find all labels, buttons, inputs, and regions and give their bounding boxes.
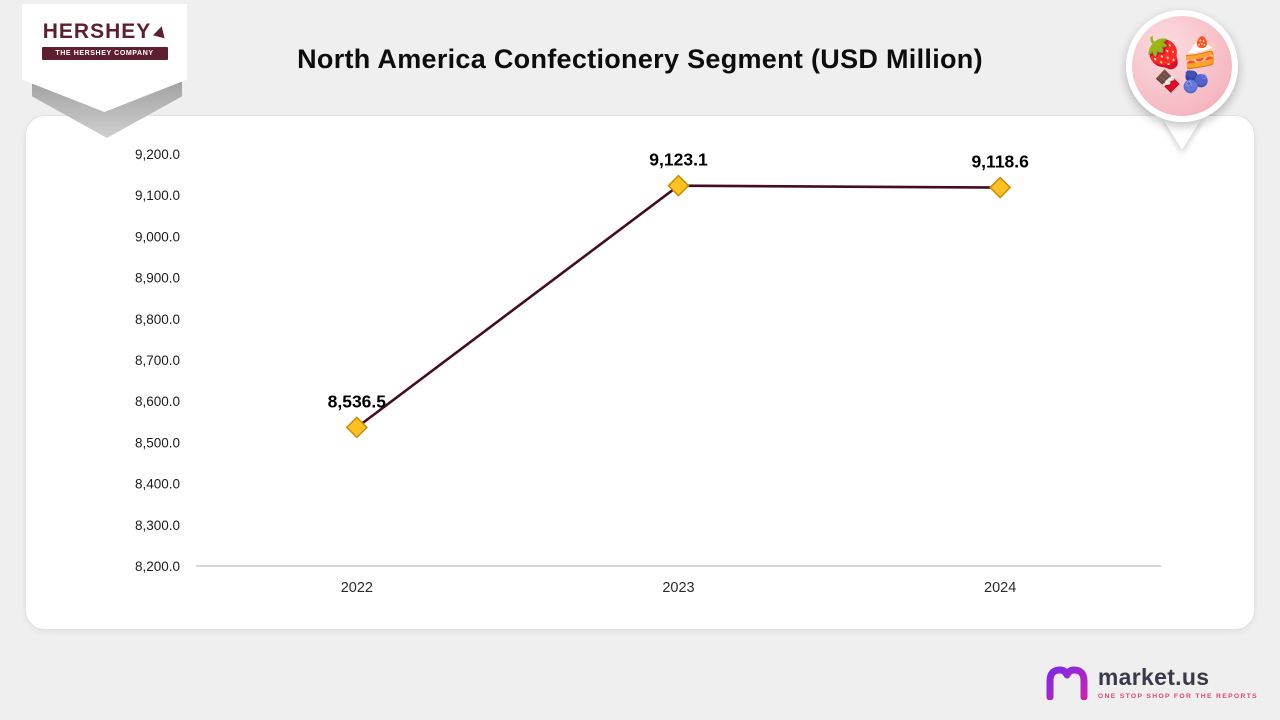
- svg-text:8,700.0: 8,700.0: [135, 353, 180, 368]
- svg-text:2022: 2022: [341, 580, 373, 596]
- svg-text:9,118.6: 9,118.6: [971, 152, 1029, 172]
- svg-text:8,600.0: 8,600.0: [135, 394, 180, 409]
- m-logo-icon: [1046, 666, 1088, 700]
- marketus-wordmark: market.us ONE STOP SHOP FOR THE REPORTS: [1098, 664, 1258, 700]
- hershey-logo-text: HERSHEY: [43, 20, 167, 44]
- svg-text:8,400.0: 8,400.0: [135, 477, 180, 492]
- marketus-logo: market.us ONE STOP SHOP FOR THE REPORTS: [1044, 664, 1258, 700]
- marketus-tagline: ONE STOP SHOP FOR THE REPORTS: [1097, 693, 1258, 700]
- svg-text:9,100.0: 9,100.0: [135, 188, 180, 203]
- svg-text:8,300.0: 8,300.0: [135, 518, 180, 533]
- svg-text:8,800.0: 8,800.0: [135, 312, 180, 327]
- svg-text:9,123.1: 9,123.1: [649, 150, 708, 170]
- svg-text:2023: 2023: [662, 580, 694, 596]
- dessert-emoji-row: 🍓🍰: [1144, 37, 1220, 70]
- svg-text:9,000.0: 9,000.0: [135, 229, 180, 244]
- page-title: North America Confectionery Segment (USD…: [297, 44, 983, 74]
- dessert-pin-icon: 🍓🍰 🍫🫐: [1126, 10, 1238, 122]
- line-chart: 8,200.0 8,300.0 8,400.0 8,500.0 8,600.0 8,700…: [135, 147, 1161, 596]
- svg-text:8,200.0: 8,200.0: [135, 559, 180, 574]
- chart-card: 8,200.0 8,300.0 8,400.0 8,500.0 8,600.0 8,700…: [25, 115, 1255, 630]
- svg-text:2024: 2024: [984, 580, 1016, 596]
- marketus-brand-text: market.us: [1097, 664, 1210, 690]
- pin-point: [1162, 118, 1202, 150]
- svg-text:8,500.0: 8,500.0: [135, 435, 180, 450]
- hershey-logo-subtitle: THE HERSHEY COMPANY: [41, 47, 168, 60]
- svg-text:9,200.0: 9,200.0: [135, 147, 180, 162]
- hershey-logo-badge: HERSHEY THE HERSHEY COMPANY: [22, 0, 192, 150]
- svg-text:8,900.0: 8,900.0: [135, 271, 180, 286]
- dessert-emoji-row: 🍫🫐: [1154, 69, 1210, 94]
- svg-text:8,536.5: 8,536.5: [328, 391, 387, 411]
